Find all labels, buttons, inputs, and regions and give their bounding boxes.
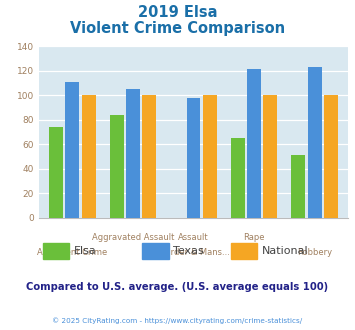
Bar [82,95,96,218]
Bar [324,95,338,218]
Text: Robbery: Robbery [297,248,332,257]
Text: 2019 Elsa: 2019 Elsa [138,5,217,20]
Text: Texas: Texas [173,246,204,256]
Text: © 2025 CityRating.com - https://www.cityrating.com/crime-statistics/: © 2025 CityRating.com - https://www.city… [53,317,302,324]
Text: Aggravated Assault: Aggravated Assault [92,233,174,242]
Text: Rape: Rape [243,233,265,242]
Bar [308,67,322,218]
Bar [49,127,63,218]
Text: Violent Crime Comparison: Violent Crime Comparison [70,21,285,36]
Bar [203,95,217,218]
Bar [126,89,140,218]
Text: Assault: Assault [178,233,209,242]
Text: Elsa: Elsa [74,246,97,256]
Text: National: National [262,246,308,256]
Bar [186,98,201,218]
Bar [263,95,277,218]
Text: All Violent Crime: All Violent Crime [37,248,108,257]
Bar [110,115,124,218]
Bar [247,70,261,218]
Text: Compared to U.S. average. (U.S. average equals 100): Compared to U.S. average. (U.S. average … [26,282,329,292]
Bar [291,155,305,218]
Bar [231,138,245,218]
Text: Murder & Mans...: Murder & Mans... [158,248,229,257]
Bar [65,82,79,218]
Bar [142,95,156,218]
